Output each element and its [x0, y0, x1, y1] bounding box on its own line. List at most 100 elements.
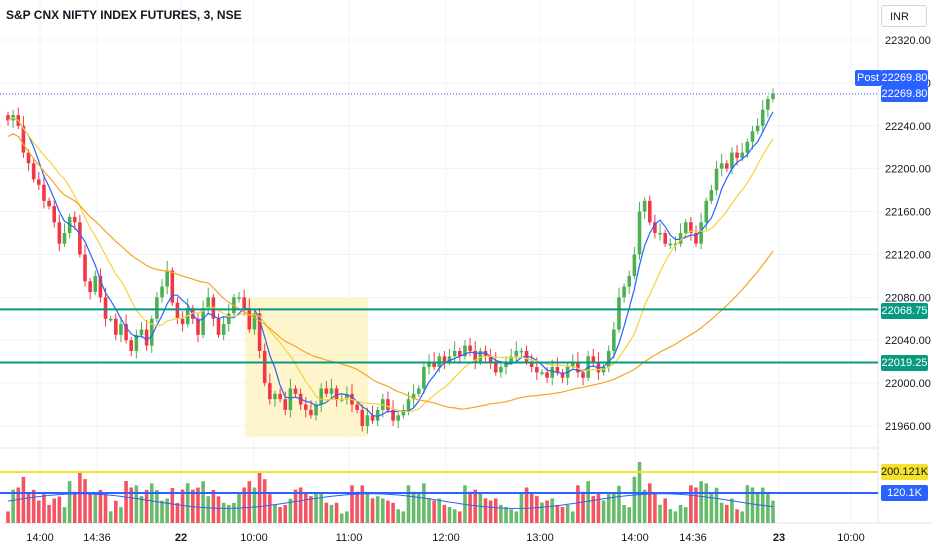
volume-bar	[427, 498, 431, 523]
volume-bar	[185, 483, 190, 523]
candle-body	[473, 350, 478, 362]
volume-bar	[617, 485, 621, 523]
candle-body	[119, 324, 123, 335]
candle-body	[180, 318, 185, 325]
candle-body	[673, 243, 678, 246]
volume-bar	[601, 500, 606, 523]
candle-body	[93, 275, 98, 292]
candle-body	[309, 409, 313, 416]
candle-body	[647, 200, 652, 223]
candle-body	[509, 356, 513, 362]
volume-bar	[442, 504, 447, 523]
volume-bar	[232, 502, 236, 523]
candle-body	[139, 329, 144, 335]
candle-body	[155, 297, 159, 319]
volume-bar	[458, 511, 462, 523]
candle-body	[345, 393, 349, 400]
candle-body	[432, 361, 436, 368]
candle-body	[627, 275, 632, 287]
volume-bar	[309, 496, 313, 523]
candle-body	[550, 367, 555, 378]
candle-body	[555, 367, 560, 373]
ma-mid-line	[7, 117, 774, 413]
volume-bar	[103, 492, 108, 523]
volume-bar	[329, 504, 334, 523]
candle-body	[663, 233, 667, 244]
candle-body	[114, 318, 118, 335]
candle-body	[653, 222, 657, 233]
volume-bar	[93, 491, 98, 523]
candle-body	[463, 345, 467, 357]
currency-selector[interactable]: INR	[881, 5, 927, 27]
candle-body	[370, 415, 375, 421]
candle-body	[37, 179, 41, 185]
candle-body	[196, 318, 200, 335]
volume-bar	[452, 509, 457, 523]
candle-body	[6, 115, 10, 121]
volume-bar	[591, 496, 596, 523]
volume-bar	[155, 489, 159, 523]
candle-body	[642, 200, 647, 212]
candle-body	[447, 356, 452, 362]
y-tick-label: 21960.00	[885, 421, 931, 433]
x-tick-label: 14:36	[679, 532, 707, 544]
candle-body	[427, 361, 431, 368]
volume-bar	[124, 481, 128, 523]
candle-body	[689, 222, 693, 233]
candle-body	[709, 190, 714, 201]
candle-body	[226, 313, 231, 325]
volume-bar	[678, 504, 683, 523]
volume-bar	[488, 500, 493, 523]
candle-body	[755, 125, 760, 132]
volume-bar	[483, 498, 488, 523]
volume-bar	[324, 502, 329, 523]
candle-body	[730, 152, 734, 169]
volume-bar	[257, 472, 262, 523]
y-tick-label: 22160.00	[885, 207, 931, 219]
candle-body	[319, 388, 323, 405]
candle-body	[499, 367, 503, 373]
candle-body	[278, 393, 282, 400]
candle-body	[26, 152, 31, 164]
candle-body	[468, 345, 472, 351]
volume-bar	[319, 491, 323, 523]
candle-body	[714, 168, 719, 191]
volume-bar	[175, 502, 180, 523]
candle-body	[160, 286, 164, 298]
volume-bar	[339, 513, 344, 523]
volume-bar	[514, 511, 519, 523]
candle-body	[62, 233, 67, 244]
candle-body	[124, 324, 128, 341]
candle-body	[745, 141, 750, 153]
candle-body	[72, 216, 77, 223]
volume-bar	[550, 498, 555, 523]
candle-body	[211, 297, 216, 319]
x-tick-label: 12:00	[432, 532, 460, 544]
volume-bar	[570, 511, 575, 523]
volume-bar	[524, 487, 529, 523]
candle-body	[108, 318, 113, 321]
volume-bar	[704, 483, 709, 523]
candle-body	[452, 350, 457, 357]
candle-body	[724, 163, 729, 169]
candle-body	[760, 109, 765, 126]
candle-body	[699, 222, 703, 244]
candle-body	[237, 297, 241, 299]
candle-body	[293, 388, 298, 394]
volume-bar	[694, 487, 698, 523]
volume-bar	[411, 491, 416, 523]
candle-body	[170, 270, 175, 303]
x-tick-label: 14:00	[621, 532, 649, 544]
candle-body	[493, 361, 498, 373]
candle-body	[31, 163, 36, 180]
volume-bar	[391, 502, 395, 523]
volume-bar	[473, 489, 478, 523]
candle-body	[355, 404, 359, 410]
volume-bar	[262, 479, 267, 523]
y-tick-label: 22120.00	[885, 249, 931, 261]
volume-bar	[57, 496, 62, 523]
volume-bar	[360, 485, 365, 523]
volume-bar	[355, 491, 359, 523]
volume-bar	[478, 491, 483, 523]
